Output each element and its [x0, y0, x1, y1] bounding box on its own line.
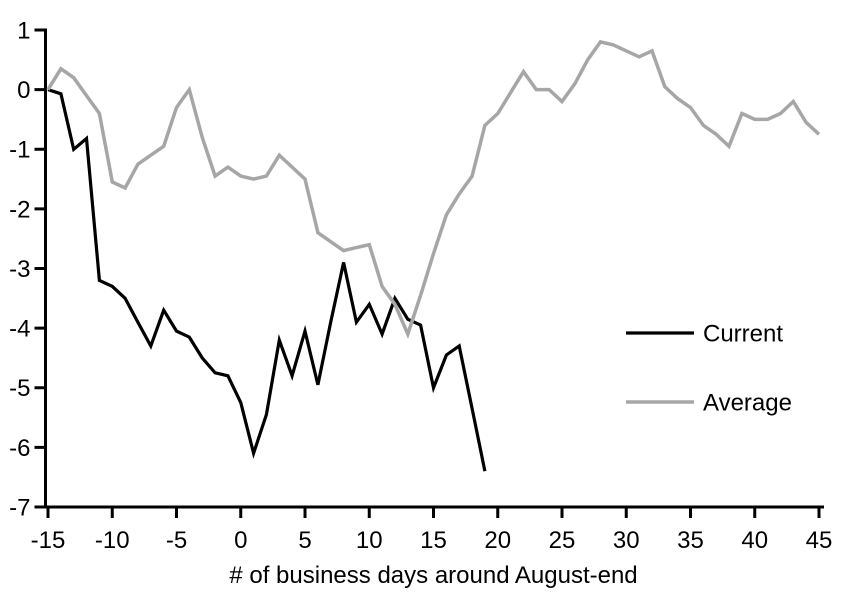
- y-tick-label: -7: [9, 494, 30, 521]
- x-tick-label: 30: [613, 527, 640, 554]
- x-tick-label: 5: [298, 527, 311, 554]
- x-tick-label: 10: [356, 527, 383, 554]
- x-axis-title: # of business days around August-end: [229, 562, 637, 589]
- y-tick-label: -1: [9, 137, 30, 164]
- x-tick-label: 25: [549, 527, 576, 554]
- x-tick-label: 0: [234, 527, 247, 554]
- y-tick-label: -4: [9, 316, 30, 343]
- y-tick-label: -2: [9, 196, 30, 223]
- y-tick-label: -6: [9, 435, 30, 462]
- y-tick-label: -3: [9, 256, 30, 283]
- x-tick-label: 45: [806, 527, 833, 554]
- x-tick-label: -10: [95, 527, 130, 554]
- y-tick-label: -5: [9, 375, 30, 402]
- legend-label-current: Current: [703, 320, 783, 347]
- y-tick-label: 0: [17, 77, 30, 104]
- x-tick-label: 35: [677, 527, 704, 554]
- y-tick-label: 1: [17, 17, 30, 44]
- x-tick-label: -5: [166, 527, 187, 554]
- current-line: [47, 88, 487, 472]
- x-tick-label: 15: [420, 527, 447, 554]
- legend-label-average: Average: [703, 389, 792, 416]
- x-tick-label: 40: [741, 527, 768, 554]
- average-line: [46, 39, 821, 340]
- x-tick-label: -15: [31, 527, 66, 554]
- x-tick-label: 20: [484, 527, 511, 554]
